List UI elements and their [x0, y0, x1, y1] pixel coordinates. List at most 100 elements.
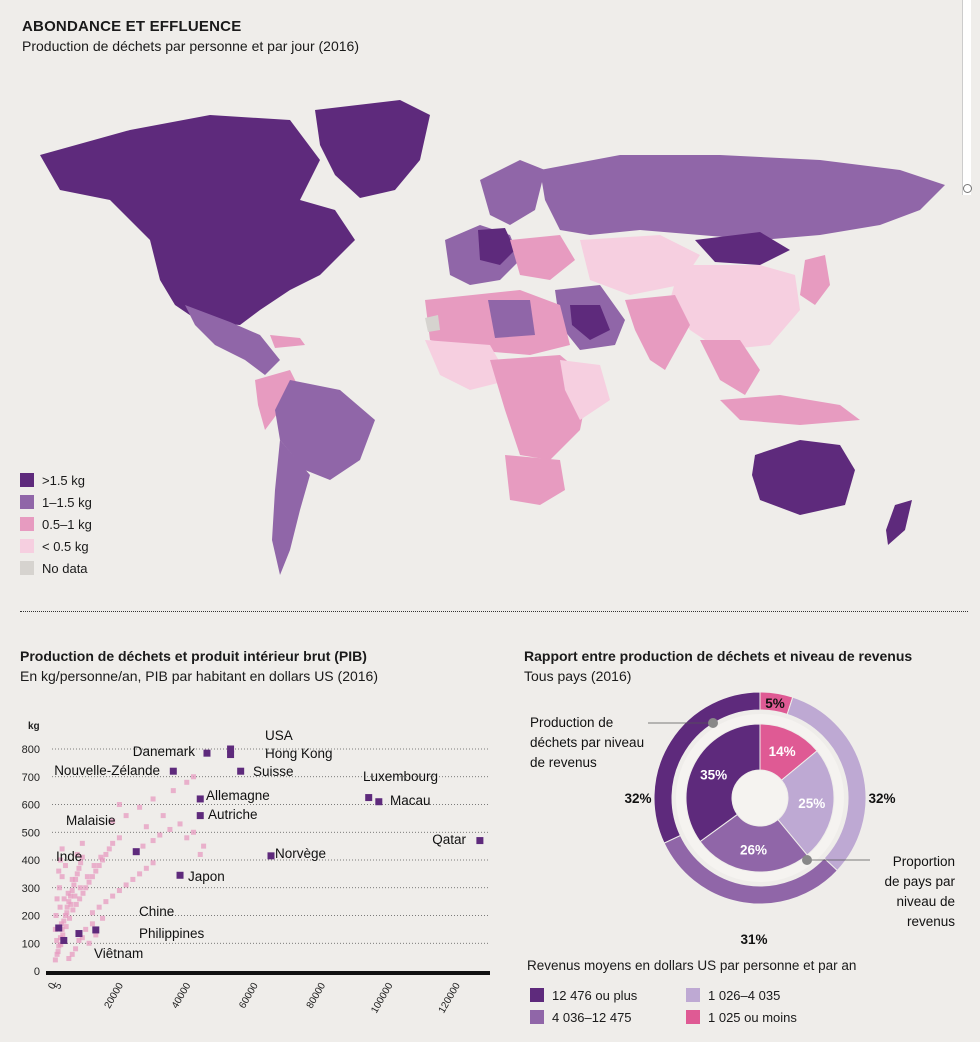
map-region-japan — [800, 255, 830, 305]
map-region-brazil — [275, 380, 375, 480]
scatter-point — [73, 946, 79, 952]
scatter-point — [63, 924, 69, 930]
scatter-point-labeled — [227, 745, 235, 753]
scrollbar[interactable] — [962, 0, 972, 195]
point-label: Qatar — [432, 832, 466, 847]
slice-label: 26% — [740, 843, 767, 858]
point-label: Autriche — [208, 807, 258, 822]
scatter-point-labeled — [196, 812, 204, 820]
map-region-west-africa — [425, 340, 510, 390]
slice-label: 32% — [868, 791, 895, 806]
outer-callout-label: Production de — [530, 715, 613, 730]
scatter-point — [89, 921, 95, 927]
map-region-greenland — [315, 100, 430, 198]
scatter-point — [110, 893, 116, 899]
page-subtitle: Production de déchets par personne et pa… — [22, 38, 359, 54]
scatter-point — [74, 871, 80, 877]
x-tick-label: 40000 — [170, 981, 194, 1011]
income-label: 12 476 ou plus — [552, 987, 638, 1003]
map-region-central-america — [185, 305, 280, 375]
scatter-point — [103, 851, 109, 857]
slice-label: 14% — [769, 744, 796, 759]
scatter-point — [110, 818, 116, 824]
scatter-point — [201, 843, 207, 849]
scatter-point — [191, 774, 197, 780]
point-label: Macau — [390, 793, 431, 808]
point-label: Suisse — [253, 764, 294, 779]
scatter-point — [191, 829, 197, 835]
point-label: Inde — [56, 849, 82, 864]
scatter-point — [184, 779, 190, 785]
scatter-point — [84, 874, 90, 880]
legend-label: No data — [42, 560, 88, 576]
scatter-point — [72, 893, 78, 899]
point-label: Luxembourg — [363, 769, 438, 784]
scatter-point — [57, 904, 63, 910]
map-legend: >1.5 kg 1–1.5 kg 0.5–1 kg < 0.5 kg No da… — [20, 469, 92, 579]
y-tick-label: 500 — [22, 827, 40, 839]
scatter-point — [98, 854, 104, 860]
scatter-point — [73, 901, 79, 907]
income-label: 1 026–4 035 — [708, 987, 781, 1003]
map-region-south-africa — [505, 455, 565, 505]
scatter-point-labeled — [196, 795, 204, 803]
x-tick-label: 80000 — [305, 981, 329, 1011]
point-label: Allemagne — [206, 788, 270, 803]
point-label: Hong Kong — [265, 746, 333, 761]
scatter-point-labeled — [365, 794, 373, 802]
slice-label: 5% — [765, 696, 785, 711]
legend-swatch — [20, 473, 34, 487]
scatter-point — [66, 899, 72, 905]
scatter-point — [140, 843, 146, 849]
scatter-point-labeled — [92, 926, 100, 934]
outer-callout-label: de revenus — [530, 755, 597, 770]
y-tick-label: 300 — [22, 883, 40, 895]
donut-slice — [685, 723, 761, 843]
scatter-point — [86, 879, 92, 885]
x-tick-label: 60000 — [237, 981, 261, 1011]
map-region-southeast-asia — [700, 340, 760, 395]
income-swatch — [530, 988, 544, 1002]
scatter-point — [69, 876, 75, 882]
point-label: Philippines — [139, 926, 205, 941]
scatter-point — [170, 788, 176, 794]
y-tick-label: 600 — [22, 800, 40, 812]
scatter-point — [103, 899, 109, 905]
donut-slice — [699, 813, 808, 873]
scatter-point — [54, 896, 60, 902]
legend-label: >1.5 kg — [42, 472, 86, 488]
scatter-point — [83, 885, 89, 891]
scatter-point — [77, 885, 83, 891]
scatter-point — [65, 890, 71, 896]
legend-label: 1–1.5 kg — [42, 494, 92, 510]
point-label: Danemark — [133, 744, 196, 759]
scatter-point — [52, 957, 58, 963]
scatter-point — [69, 888, 75, 894]
map-region-new-zealand — [886, 500, 912, 545]
scatter-point — [58, 942, 64, 948]
map-region-southern-cone — [272, 440, 310, 575]
scatter-point — [79, 854, 85, 860]
scatter-point — [130, 876, 136, 882]
income-legend-item: 12 476 ou plus — [530, 988, 686, 1003]
map-region-indonesia — [720, 395, 860, 425]
scatter-point — [78, 860, 84, 866]
map-region-eastern-europe — [510, 235, 575, 280]
point-label: Viêtnam — [94, 946, 143, 961]
inner-callout-label: revenus — [907, 914, 955, 929]
legend-label: < 0.5 kg — [42, 538, 89, 554]
x-tick-label: 5 — [52, 981, 65, 992]
scatter-point — [76, 937, 82, 943]
scatter-point — [106, 846, 112, 852]
scatter-point — [197, 851, 203, 857]
outer-callout-label: déchets par niveau — [530, 735, 644, 750]
scatter-point — [89, 910, 95, 916]
scatter-title: Production de déchets et produit intérie… — [20, 648, 367, 664]
scatter-point — [96, 863, 102, 869]
scrollbar-thumb[interactable] — [963, 184, 972, 193]
scatter-point — [61, 918, 67, 924]
legend-swatch — [20, 561, 34, 575]
scatter-point-labeled — [169, 767, 177, 775]
scatter-point — [150, 796, 156, 802]
scatter-point-labeled — [476, 837, 484, 845]
